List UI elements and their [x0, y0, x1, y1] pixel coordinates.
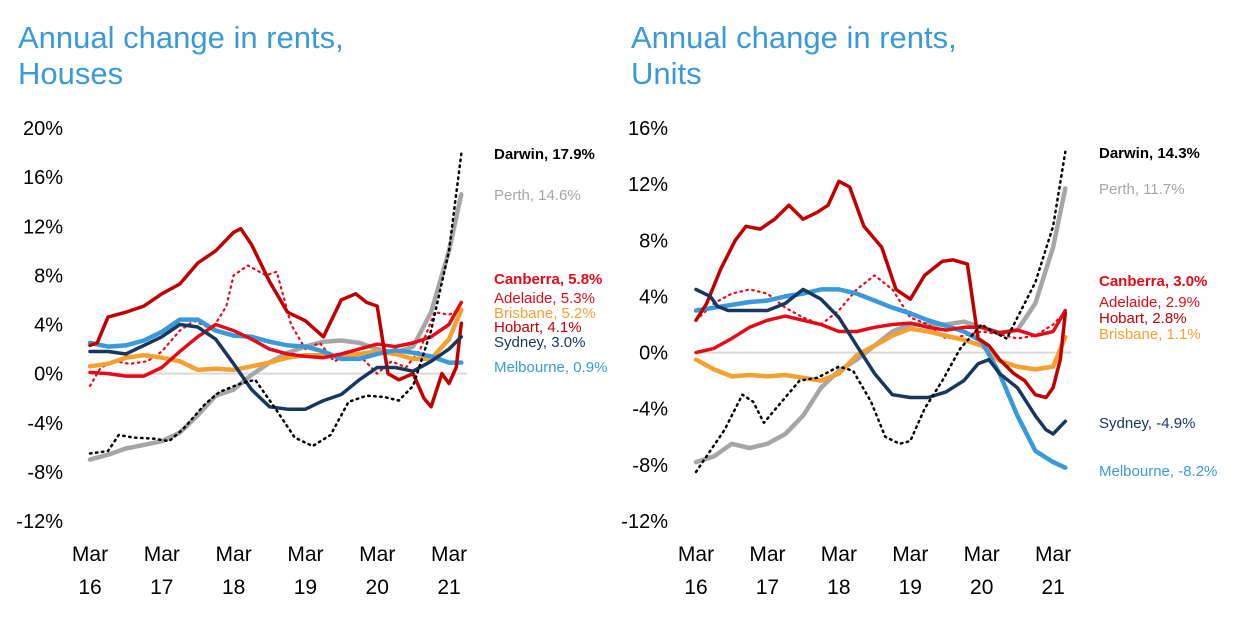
- units-x-tick-label-month: Mar: [749, 543, 785, 566]
- units-series-sydney: [694, 287, 1068, 436]
- houses-x-tick-label-month: Mar: [72, 543, 108, 566]
- houses-x-tick-label-year: 19: [294, 576, 317, 599]
- units-x-tick-label-month: Mar: [964, 543, 1000, 566]
- units-y-tick-label: 16%: [628, 118, 668, 140]
- houses-series-canberra: [88, 300, 464, 378]
- houses-y-tick-label: -12%: [16, 511, 63, 533]
- units-title-line1: Annual change in rents,: [631, 20, 957, 55]
- units-title-line2: Units: [631, 56, 702, 91]
- units-x-tick-label-year: 16: [684, 576, 707, 599]
- units-series-melbourne: [693, 287, 1068, 470]
- houses-title-line2: Houses: [18, 56, 124, 91]
- houses-chart-title: Annual change in rents, Houses: [18, 20, 344, 92]
- units-x-tick-label-year: 17: [756, 576, 779, 599]
- units-chart: 16% 12% 8% 4% 0% -4% -8% -12% Mar 16 Mar 17 Mar 18 Mar…: [621, 118, 1217, 599]
- houses-series-perth: [87, 192, 464, 462]
- units-x-tick-label-year: 18: [827, 576, 850, 599]
- units-y-tick-label: 8%: [639, 230, 668, 252]
- houses-end-label-melbourne: Melbourne, 0.9%: [494, 359, 607, 376]
- houses-y-tick-label: 16%: [23, 167, 63, 189]
- houses-end-label-perth: Perth, 14.6%: [494, 187, 581, 204]
- houses-y-tick-label: 8%: [34, 265, 63, 287]
- units-end-label-melbourne: Melbourne, -8.2%: [1099, 463, 1217, 480]
- units-end-label-darwin: Darwin, 14.3%: [1099, 145, 1200, 162]
- houses-series-brisbane: [87, 307, 464, 373]
- houses-x-tick-label-year: 16: [78, 576, 101, 599]
- units-end-label-hobart: Hobart, 2.8%: [1099, 310, 1187, 327]
- houses-x-tick-label-month: Mar: [216, 543, 252, 566]
- houses-chart: 20% 16% 12% 8% 4% 0% -4% -8% -12% Mar 16 Mar 17 Mar 18…: [16, 118, 607, 599]
- houses-x-tick-label-year: 17: [150, 576, 173, 599]
- units-chart-title: Annual change in rents, Units: [631, 20, 957, 92]
- units-x-tick-label-month: Mar: [892, 543, 928, 566]
- units-x-tick-label-month: Mar: [821, 543, 857, 566]
- houses-end-label-darwin: Darwin, 17.9%: [494, 146, 595, 163]
- units-y-tick-label: -8%: [632, 455, 668, 477]
- units-end-label-adelaide: Adelaide, 2.9%: [1099, 294, 1200, 311]
- units-y-tick-label: 12%: [628, 174, 668, 196]
- units-x-tick-label-month: Mar: [1035, 543, 1071, 566]
- houses-x-tick-label-month: Mar: [431, 543, 467, 566]
- houses-end-label-adelaide: Adelaide, 5.3%: [494, 290, 595, 307]
- houses-y-tick-label: 4%: [34, 315, 63, 337]
- units-end-label-canberra: Canberra, 3.0%: [1099, 273, 1207, 290]
- houses-y-tick-label: -8%: [27, 462, 63, 484]
- houses-x-tick-label-year: 21: [437, 576, 460, 599]
- houses-x-tick-label-year: 20: [366, 576, 389, 599]
- houses-series-melbourne: [87, 317, 464, 365]
- units-series-brisbane: [693, 326, 1068, 383]
- houses-end-label-hobart: Hobart, 4.1%: [494, 319, 582, 336]
- units-end-label-sydney: Sydney, -4.9%: [1099, 415, 1195, 432]
- units-end-label-perth: Perth, 11.7%: [1099, 181, 1185, 198]
- units-x-tick-label-year: 19: [899, 576, 922, 599]
- houses-y-tick-label: 20%: [23, 118, 63, 140]
- units-y-tick-label: 0%: [639, 343, 668, 365]
- units-series-adelaide: [694, 274, 1067, 340]
- houses-series-darwin: [88, 152, 463, 455]
- units-series-darwin: [694, 150, 1067, 474]
- units-y-tick-label: 4%: [639, 286, 668, 308]
- units-y-tick-label: -12%: [621, 511, 668, 533]
- houses-series-sydney: [88, 322, 464, 411]
- houses-y-tick-label: -4%: [27, 413, 63, 435]
- houses-y-tick-label: 0%: [34, 364, 63, 386]
- units-end-label-brisbane: Brisbane, 1.1%: [1099, 326, 1201, 343]
- units-x-tick-label-month: Mar: [678, 543, 714, 566]
- units-y-tick-label: -4%: [632, 399, 668, 421]
- houses-x-tick-label-month: Mar: [144, 543, 180, 566]
- houses-x-tick-label-month: Mar: [287, 543, 323, 566]
- houses-series-adelaide: [88, 264, 463, 387]
- houses-end-label-canberra: Canberra, 5.8%: [494, 271, 602, 288]
- houses-end-label-sydney: Sydney, 3.0%: [494, 334, 585, 351]
- houses-y-tick-label: 12%: [23, 216, 63, 238]
- houses-end-label-brisbane: Brisbane, 5.2%: [494, 305, 596, 322]
- units-series-canberra: [694, 308, 1068, 355]
- houses-title-line1: Annual change in rents,: [18, 20, 344, 55]
- houses-x-tick-label-month: Mar: [359, 543, 395, 566]
- units-series-hobart: [694, 179, 1068, 400]
- houses-series-hobart: [88, 226, 464, 409]
- houses-x-tick-label-year: 18: [222, 576, 245, 599]
- units-x-tick-label-year: 21: [1041, 576, 1064, 599]
- units-x-tick-label-year: 20: [970, 576, 993, 599]
